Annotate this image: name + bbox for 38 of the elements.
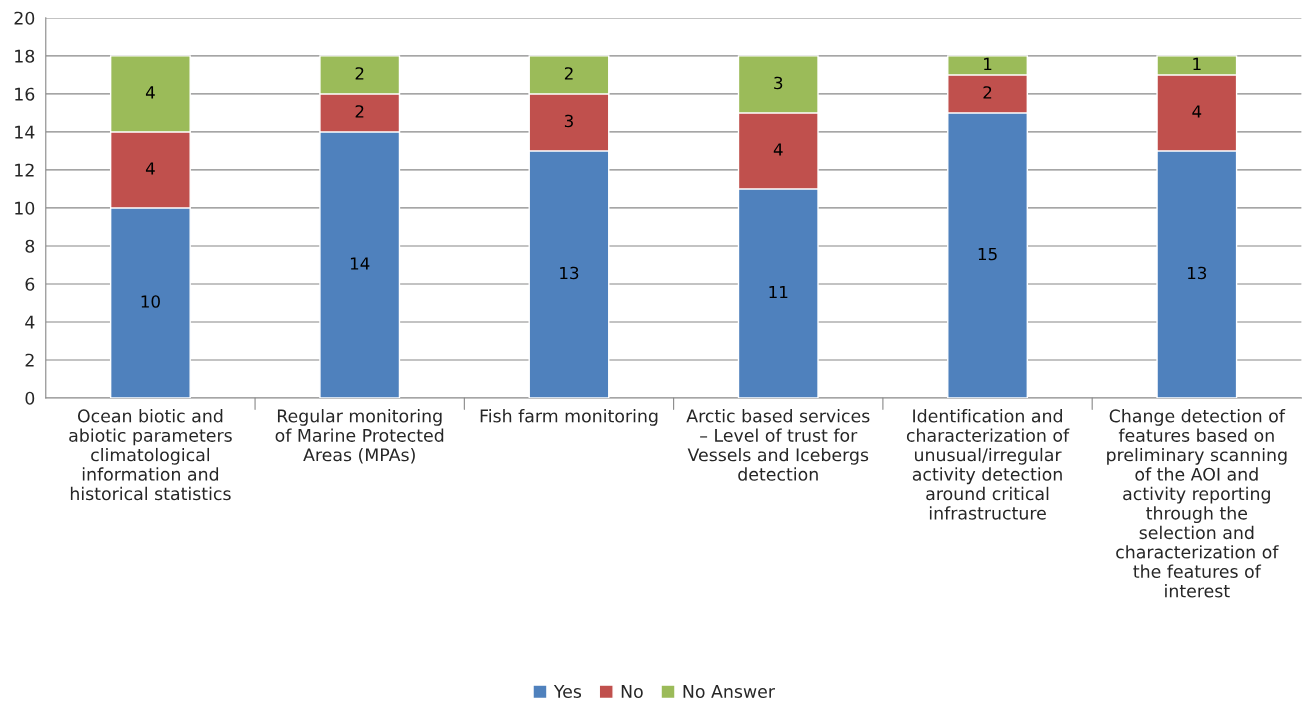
y-tick-label: 14 bbox=[15, 125, 35, 139]
data-label: 14 bbox=[350, 257, 370, 270]
y-tick-label: 4 bbox=[25, 315, 35, 329]
legend-label: Yes bbox=[553, 685, 582, 699]
x-tick-label: Ocean biotic and abiotic parameters climatological information and historical statistics bbox=[69, 409, 232, 501]
data-label: 2 bbox=[564, 67, 573, 80]
x-tick-label: Fish farm monitoring bbox=[480, 409, 658, 426]
data-label: 4 bbox=[773, 143, 783, 156]
y-tick-label: 2 bbox=[25, 353, 34, 367]
data-label: 15 bbox=[978, 247, 997, 261]
y-tick-label: 10 bbox=[15, 201, 35, 215]
data-label: 2 bbox=[983, 86, 992, 99]
data-label: 2 bbox=[355, 67, 364, 80]
y-tick-label: 6 bbox=[25, 277, 35, 291]
legend-label: No bbox=[621, 685, 643, 699]
y-tick-label: 12 bbox=[15, 163, 34, 177]
data-label: 3 bbox=[774, 76, 783, 90]
x-tick-label: Arctic based services – Level of trust for Vessels and Icebergs detection bbox=[686, 409, 870, 481]
data-label: 13 bbox=[1188, 266, 1207, 280]
legend-label: No Answer bbox=[683, 685, 775, 699]
data-label: 4 bbox=[145, 86, 155, 99]
data-label: 4 bbox=[145, 162, 155, 175]
category-label: Change detection of features based on preliminary scanning of the AOI and activity reporting through the selection and characterization of the features of interest bbox=[1107, 409, 1287, 598]
data-label: 2 bbox=[355, 105, 364, 118]
data-label: 11 bbox=[769, 285, 788, 299]
data-label: 1 bbox=[984, 57, 992, 71]
y-tick-label: 18 bbox=[15, 49, 35, 63]
y-tick-label: 8 bbox=[25, 239, 35, 253]
data-label: 1 bbox=[1193, 57, 1201, 71]
data-label: 13 bbox=[560, 266, 579, 280]
data-label: 10 bbox=[141, 295, 160, 308]
y-tick-label: 0 bbox=[25, 391, 35, 405]
x-tick-label: Regular monitoring of Marine Protected Areas (MPAs) bbox=[275, 409, 444, 464]
x-tick-label: Identification and characterization of unusual/irregular activity detection around critical infrastructure bbox=[906, 409, 1070, 520]
data-label: 3 bbox=[564, 114, 573, 128]
y-tick-label: 16 bbox=[15, 87, 35, 101]
data-label: 4 bbox=[1192, 105, 1202, 118]
y-tick-label: 20 bbox=[14, 11, 35, 25]
